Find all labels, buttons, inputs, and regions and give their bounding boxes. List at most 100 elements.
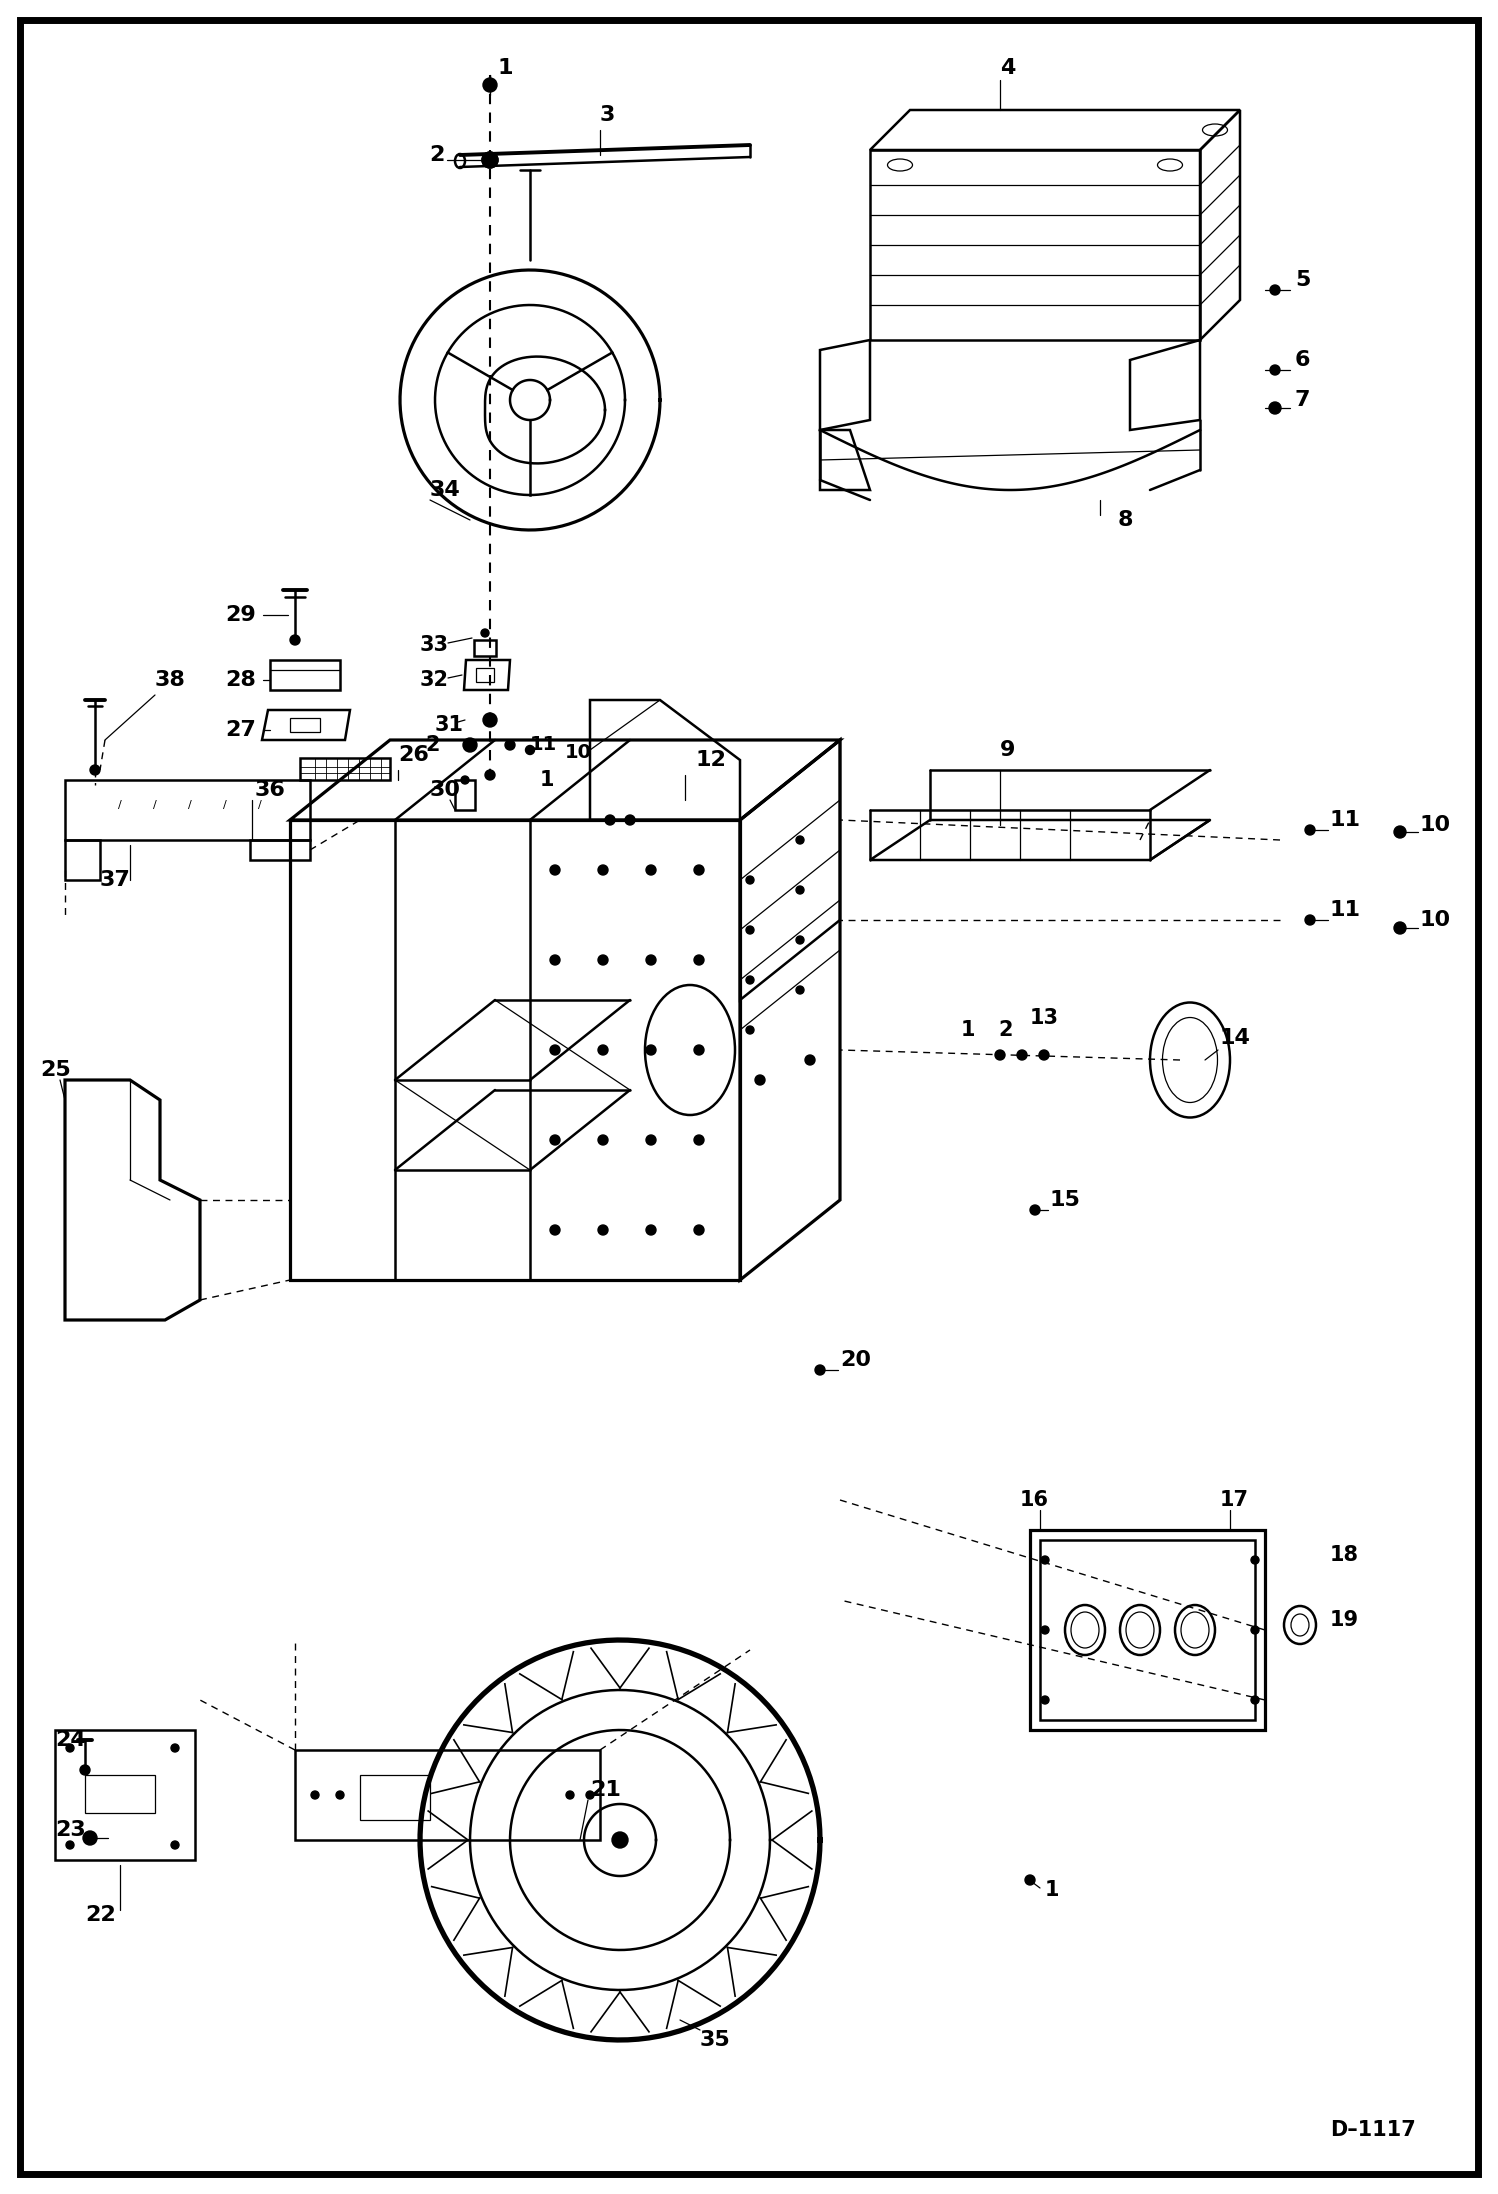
Circle shape — [1251, 1696, 1258, 1705]
Circle shape — [336, 1790, 345, 1799]
Text: 5: 5 — [1294, 270, 1311, 290]
Circle shape — [1041, 1626, 1049, 1635]
Circle shape — [482, 151, 497, 169]
Circle shape — [598, 864, 608, 875]
Bar — [85, 1775, 154, 1812]
Text: 21: 21 — [590, 1779, 620, 1799]
Circle shape — [1270, 364, 1279, 375]
Circle shape — [550, 954, 560, 965]
Circle shape — [694, 1044, 704, 1055]
Circle shape — [463, 737, 476, 753]
Circle shape — [550, 1044, 560, 1055]
Circle shape — [995, 1051, 1005, 1060]
Text: 20: 20 — [840, 1349, 870, 1369]
Text: 2: 2 — [430, 145, 445, 165]
Circle shape — [694, 954, 704, 965]
Circle shape — [1041, 1696, 1049, 1705]
Bar — [473, 641, 496, 656]
Circle shape — [694, 1134, 704, 1145]
Bar — [476, 667, 494, 682]
Circle shape — [66, 1744, 73, 1753]
Circle shape — [646, 864, 656, 875]
Circle shape — [1041, 1556, 1049, 1564]
Circle shape — [646, 1224, 656, 1235]
Text: 36: 36 — [255, 781, 286, 801]
Text: 35: 35 — [700, 2029, 731, 2049]
Circle shape — [1025, 1876, 1035, 1885]
Text: 1: 1 — [960, 1020, 975, 1040]
Circle shape — [598, 1224, 608, 1235]
Circle shape — [1040, 1051, 1049, 1060]
Circle shape — [598, 1044, 608, 1055]
Text: 31: 31 — [434, 715, 464, 735]
Circle shape — [1269, 402, 1281, 415]
Circle shape — [1251, 1556, 1258, 1564]
Circle shape — [746, 1027, 753, 1033]
Text: 1: 1 — [1046, 1880, 1059, 1900]
Text: 17: 17 — [1219, 1490, 1249, 1509]
Circle shape — [82, 1832, 97, 1845]
Circle shape — [586, 1790, 595, 1799]
Circle shape — [550, 1134, 560, 1145]
Circle shape — [746, 976, 753, 983]
Text: 4: 4 — [1001, 57, 1016, 79]
Text: 1: 1 — [497, 57, 514, 79]
Text: 7: 7 — [1294, 391, 1311, 410]
Text: 1: 1 — [539, 770, 554, 790]
Text: 10: 10 — [1420, 911, 1452, 930]
Circle shape — [171, 1841, 178, 1850]
Circle shape — [171, 1744, 178, 1753]
Circle shape — [1251, 1626, 1258, 1635]
Circle shape — [312, 1790, 319, 1799]
Circle shape — [566, 1790, 574, 1799]
Circle shape — [746, 926, 753, 935]
Text: 34: 34 — [430, 480, 461, 500]
Text: 32: 32 — [419, 669, 449, 689]
Text: 9: 9 — [1001, 739, 1016, 759]
Circle shape — [804, 1055, 815, 1064]
Text: 8: 8 — [1118, 509, 1134, 531]
Circle shape — [755, 1075, 765, 1086]
Circle shape — [461, 777, 469, 783]
Text: 22: 22 — [85, 1904, 115, 1924]
Circle shape — [1305, 915, 1315, 926]
Circle shape — [526, 746, 535, 755]
Circle shape — [598, 954, 608, 965]
Text: 15: 15 — [1050, 1189, 1082, 1211]
Circle shape — [646, 1044, 656, 1055]
Text: 26: 26 — [398, 746, 428, 766]
Text: 13: 13 — [1031, 1007, 1059, 1029]
Text: 23: 23 — [55, 1821, 85, 1841]
Text: 30: 30 — [430, 781, 461, 801]
Circle shape — [482, 713, 497, 726]
Circle shape — [795, 886, 804, 893]
Text: 2: 2 — [425, 735, 439, 755]
Circle shape — [646, 1134, 656, 1145]
Circle shape — [79, 1764, 90, 1775]
Text: 11: 11 — [530, 735, 557, 755]
Bar — [291, 717, 321, 733]
Circle shape — [795, 985, 804, 994]
Text: /: / — [223, 801, 226, 810]
Circle shape — [625, 814, 635, 825]
Circle shape — [291, 634, 300, 645]
Circle shape — [1031, 1205, 1040, 1215]
Circle shape — [66, 1841, 73, 1850]
Text: 6: 6 — [1294, 351, 1311, 371]
Bar — [360, 1775, 430, 1821]
Text: 11: 11 — [1330, 810, 1362, 829]
Circle shape — [550, 1224, 560, 1235]
Text: 10: 10 — [1420, 814, 1452, 836]
Text: 28: 28 — [225, 669, 256, 689]
Circle shape — [1305, 825, 1315, 836]
Circle shape — [598, 1134, 608, 1145]
Text: 2: 2 — [998, 1020, 1013, 1040]
Text: 3: 3 — [601, 105, 616, 125]
Text: 12: 12 — [695, 750, 727, 770]
Circle shape — [605, 814, 616, 825]
Circle shape — [550, 864, 560, 875]
Circle shape — [485, 770, 494, 781]
Text: 10: 10 — [565, 742, 592, 761]
Circle shape — [1395, 921, 1407, 935]
Circle shape — [613, 1832, 628, 1847]
